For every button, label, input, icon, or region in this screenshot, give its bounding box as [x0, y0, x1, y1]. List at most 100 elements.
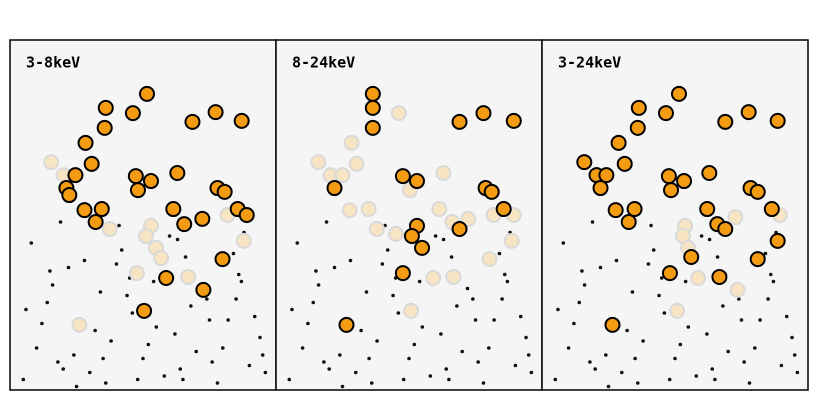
data-point [88, 370, 92, 375]
data-point [449, 255, 454, 259]
data-point [236, 272, 241, 277]
data-point [124, 105, 141, 122]
data-point [364, 119, 381, 136]
data-point [749, 183, 766, 200]
data-point [151, 279, 156, 284]
data-point [176, 216, 193, 233]
data-point [314, 269, 318, 273]
data-point [125, 293, 129, 298]
data-point [263, 370, 268, 375]
data-point [146, 342, 151, 347]
data-point [158, 270, 175, 286]
data-point [82, 258, 87, 263]
data-point [183, 255, 188, 259]
data-point [769, 112, 786, 129]
data-point [165, 201, 182, 218]
data-point [766, 297, 770, 301]
data-point [29, 241, 34, 245]
data-point [651, 248, 656, 252]
data-point [58, 220, 63, 224]
data-point [771, 279, 776, 284]
data-point [502, 272, 507, 277]
data-point [460, 349, 465, 354]
data-point [649, 223, 653, 228]
data-point [207, 318, 212, 322]
data-point [142, 173, 159, 190]
data-point [505, 112, 522, 129]
data-point [641, 339, 645, 343]
data-point [326, 180, 343, 197]
data-point [117, 223, 121, 228]
data-point [588, 360, 592, 364]
data-point [369, 381, 374, 385]
data-point [87, 214, 104, 230]
data-point [56, 360, 60, 364]
data-point [663, 182, 680, 199]
data-point [616, 155, 633, 172]
data-point [189, 304, 193, 308]
data-point [657, 293, 661, 298]
data-point [445, 268, 462, 285]
data-point [169, 165, 186, 181]
data-point [481, 251, 498, 268]
data-point [141, 356, 145, 361]
data-point [61, 187, 78, 204]
data-point [43, 154, 60, 171]
data-point [740, 104, 757, 121]
data-point [729, 281, 746, 298]
data-point [324, 220, 329, 224]
data-point [66, 265, 71, 270]
data-point [451, 113, 468, 130]
data-point [497, 251, 502, 256]
data-point [367, 356, 371, 361]
data-point [130, 311, 135, 315]
data-point [620, 214, 637, 230]
data-point [401, 377, 406, 382]
data-point [306, 321, 310, 326]
data-point [576, 154, 593, 171]
data-point [598, 265, 603, 270]
data-point [24, 307, 28, 312]
data-point [195, 281, 212, 298]
data-point [707, 237, 712, 242]
data-point [341, 202, 358, 219]
data-point [231, 251, 236, 256]
data-point [676, 173, 693, 190]
data-point [626, 201, 643, 218]
data-point [343, 134, 360, 151]
data-point [72, 353, 76, 357]
data-point [784, 314, 789, 319]
data-point [194, 210, 211, 227]
data-point [670, 85, 687, 102]
data-point [572, 321, 576, 326]
data-point [387, 225, 404, 242]
data-point [154, 325, 159, 329]
data-point [592, 180, 609, 197]
data-point [391, 293, 395, 298]
data-point [620, 370, 624, 375]
data-point [364, 290, 369, 294]
data-point [414, 239, 431, 256]
data-point [476, 360, 480, 364]
data-point [135, 377, 140, 382]
data-point [715, 255, 720, 259]
data-point [661, 265, 678, 282]
data-point [247, 363, 252, 368]
data-point [471, 297, 475, 301]
data-point [48, 269, 52, 273]
data-point [439, 332, 443, 336]
plot-area: 3-24keV [541, 39, 809, 391]
data-point [258, 335, 262, 340]
data-point [71, 316, 88, 333]
data-point [412, 342, 417, 347]
data-point [310, 154, 327, 171]
data-point [657, 105, 674, 122]
data-point [83, 155, 100, 172]
plot-area: 3-8keV [9, 39, 277, 391]
data-point [635, 381, 640, 385]
data-point [694, 374, 699, 378]
data-point [717, 221, 734, 237]
data-point [460, 210, 477, 227]
data-point [215, 381, 220, 385]
data-point [629, 119, 646, 136]
